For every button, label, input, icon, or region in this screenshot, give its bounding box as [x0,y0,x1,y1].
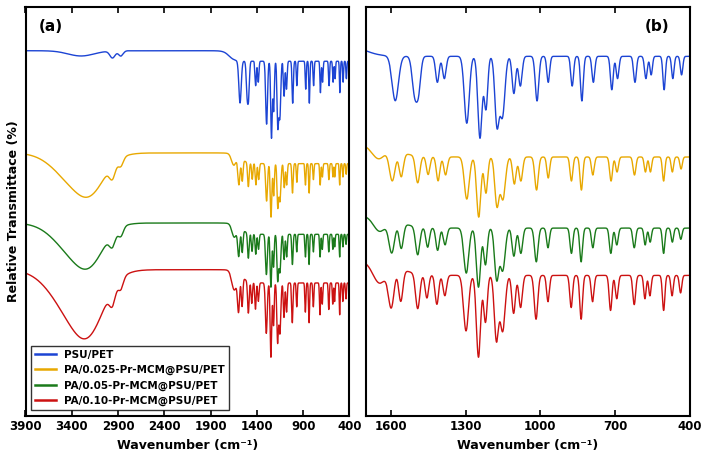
Legend: PSU/PET, PA/0.025-Pr-MCM@PSU/PET, PA/0.05-Pr-MCM@PSU/PET, PA/0.10-Pr-MCM@PSU/PET: PSU/PET, PA/0.025-Pr-MCM@PSU/PET, PA/0.0… [30,346,229,410]
X-axis label: Wavenumber (cm⁻¹): Wavenumber (cm⁻¹) [117,439,258,452]
X-axis label: Wavenumber (cm⁻¹): Wavenumber (cm⁻¹) [457,439,598,452]
Text: (a): (a) [38,19,62,34]
Y-axis label: Relative Transmittace (%): Relative Transmittace (%) [7,120,20,302]
Text: (b): (b) [644,19,669,34]
